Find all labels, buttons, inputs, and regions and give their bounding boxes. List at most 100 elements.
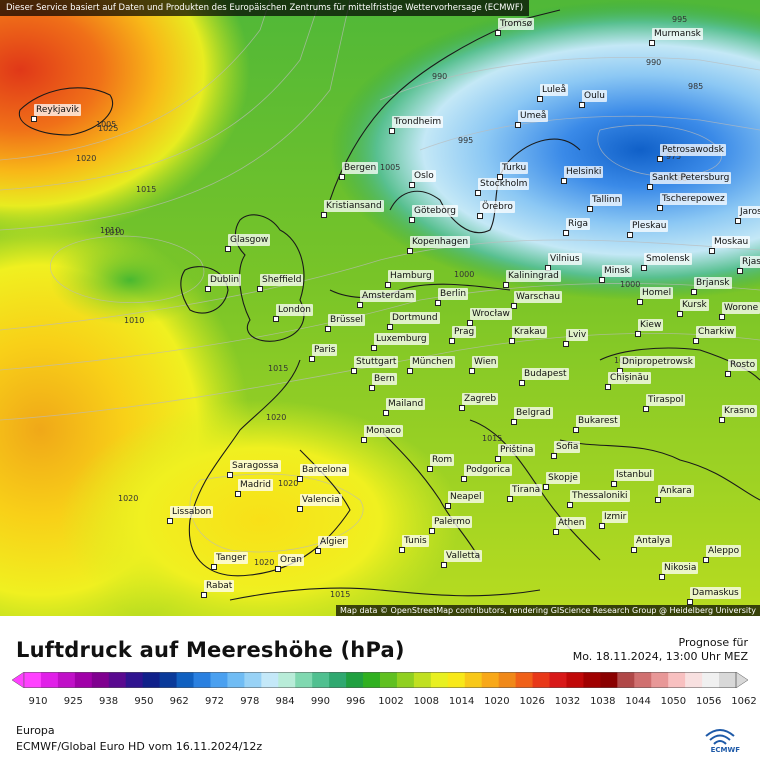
city-label[interactable]: Kaliningrad <box>506 270 561 282</box>
city-label[interactable]: Sheffield <box>260 274 304 286</box>
city-label[interactable]: Madrid <box>238 479 273 491</box>
city-label[interactable]: Brüssel <box>328 314 365 326</box>
city-label[interactable]: Stockholm <box>478 178 530 190</box>
city-label[interactable]: Oslo <box>412 170 436 182</box>
city-label[interactable]: Brjansk <box>694 277 732 289</box>
city-label[interactable]: Antalya <box>634 535 673 547</box>
map-attribution[interactable]: Map data © OpenStreetMap contributors, r… <box>336 605 760 616</box>
city-label[interactable]: Reykjavik <box>34 104 81 116</box>
city-label[interactable]: Monaco <box>364 425 403 437</box>
city-label[interactable]: Vilnius <box>548 253 582 265</box>
city-label[interactable]: Rjas <box>740 256 760 268</box>
city-label[interactable]: Thessaloniki <box>570 490 630 502</box>
city-label[interactable]: Algier <box>318 536 349 548</box>
city-label[interactable]: Umeå <box>518 110 549 122</box>
city-label[interactable]: Kursk <box>680 299 709 311</box>
city-label[interactable]: Rosto <box>728 359 758 371</box>
city-label[interactable]: Amsterdam <box>360 290 417 302</box>
city-label[interactable]: Bergen <box>342 162 379 174</box>
pressure-map[interactable]: 9959909859759809909951000101010051025102… <box>0 0 760 616</box>
city-label[interactable]: Lviv <box>566 329 589 341</box>
city-label[interactable]: Jaros <box>738 206 760 218</box>
city-label[interactable]: Oran <box>278 554 305 566</box>
city-label[interactable]: Athen <box>556 517 587 529</box>
city-label[interactable]: Tunis <box>402 535 429 547</box>
city-label[interactable]: Charkiw <box>696 326 737 338</box>
city-label[interactable]: Krakau <box>512 326 548 338</box>
city-label[interactable]: Sofia <box>554 441 581 453</box>
city-label[interactable]: Riga <box>566 218 590 230</box>
city-label[interactable]: Smolensk <box>644 253 692 265</box>
city-label[interactable]: Tiraspol <box>646 394 686 406</box>
city-label[interactable]: Rom <box>430 454 455 466</box>
city-label[interactable]: Barcelona <box>300 464 349 476</box>
city-label[interactable]: Minsk <box>602 265 632 277</box>
city-label[interactable]: Prag <box>452 326 477 338</box>
city-label[interactable]: Zagreb <box>462 393 499 405</box>
city-label[interactable]: Valencia <box>300 494 342 506</box>
city-label[interactable]: Luxemburg <box>374 333 429 345</box>
city-label[interactable]: London <box>276 304 313 316</box>
city-label[interactable]: Wien <box>472 356 499 368</box>
city-marker <box>387 324 393 330</box>
city-label[interactable]: Bern <box>372 373 397 385</box>
city-label[interactable]: Neapel <box>448 491 484 503</box>
city-label[interactable]: Mailand <box>386 398 426 410</box>
city-label[interactable]: Podgorica <box>464 464 513 476</box>
city-label[interactable]: Tallinn <box>590 194 623 206</box>
city-label[interactable]: Luleå <box>540 84 569 96</box>
city-label[interactable]: Örebro <box>480 201 515 213</box>
city-label[interactable]: Helsinki <box>564 166 604 178</box>
city-label[interactable]: Göteborg <box>412 205 459 217</box>
city-label[interactable]: Valletta <box>444 550 483 562</box>
city-label[interactable]: Warschau <box>514 291 563 303</box>
city-marker <box>657 205 663 211</box>
city-label[interactable]: Tscherepowez <box>660 193 727 205</box>
city-label[interactable]: Kopenhagen <box>410 236 471 248</box>
city-label[interactable]: Budapest <box>522 368 569 380</box>
city-label[interactable]: Belgrad <box>514 407 553 419</box>
city-label[interactable]: Worone <box>722 302 760 314</box>
city-label[interactable]: Homel <box>640 287 674 299</box>
city-label[interactable]: Paris <box>312 344 338 356</box>
city-label[interactable]: Murmansk <box>652 28 703 40</box>
city-label[interactable]: Ankara <box>658 485 694 497</box>
city-label[interactable]: Chișinău <box>608 372 651 384</box>
ecmwf-logo-icon[interactable] <box>702 722 738 758</box>
city-label[interactable]: Moskau <box>712 236 751 248</box>
city-label[interactable]: Kiew <box>638 319 664 331</box>
city-label[interactable]: Glasgow <box>228 234 271 246</box>
city-label[interactable]: Petrosawodsk <box>660 144 726 156</box>
city-label[interactable]: Rabat <box>204 580 235 592</box>
city-label[interactable]: Saragossa <box>230 460 281 472</box>
city-label[interactable]: Trondheim <box>392 116 444 128</box>
city-label[interactable]: Berlin <box>438 288 469 300</box>
city-label[interactable]: Krasno <box>722 405 758 417</box>
city-label[interactable]: Hamburg <box>388 270 434 282</box>
city-label[interactable]: Dnipropetrowsk <box>620 356 695 368</box>
city-label[interactable]: Priština <box>498 444 536 456</box>
city-label[interactable]: Tromsø <box>498 18 535 30</box>
city-label[interactable]: Damaskus <box>690 587 741 599</box>
city-label[interactable]: Pleskau <box>630 220 669 232</box>
city-label[interactable]: Dortmund <box>390 312 440 324</box>
city-label[interactable]: München <box>410 356 456 368</box>
city-label[interactable]: Turku <box>500 162 529 174</box>
city-label[interactable]: Dublin <box>208 274 242 286</box>
city-label[interactable]: Wrocław <box>470 308 512 320</box>
city-label[interactable]: Istanbul <box>614 469 655 481</box>
city-label[interactable]: Aleppo <box>706 545 742 557</box>
city-label[interactable]: Nikosia <box>662 562 699 574</box>
city-label[interactable]: Tirana <box>510 484 543 496</box>
isobar-value-label: 1000 <box>620 280 641 289</box>
city-label[interactable]: Skopje <box>546 472 580 484</box>
city-label[interactable]: Kristiansand <box>324 200 384 212</box>
city-label[interactable]: Lissabon <box>170 506 214 518</box>
city-label[interactable]: Izmir <box>602 511 629 523</box>
city-label[interactable]: Sankt Petersburg <box>650 172 732 184</box>
city-label[interactable]: Oulu <box>582 90 607 102</box>
city-label[interactable]: Tanger <box>214 552 249 564</box>
city-label[interactable]: Stuttgart <box>354 356 399 368</box>
city-label[interactable]: Palermo <box>432 516 473 528</box>
city-label[interactable]: Bukarest <box>576 415 620 427</box>
